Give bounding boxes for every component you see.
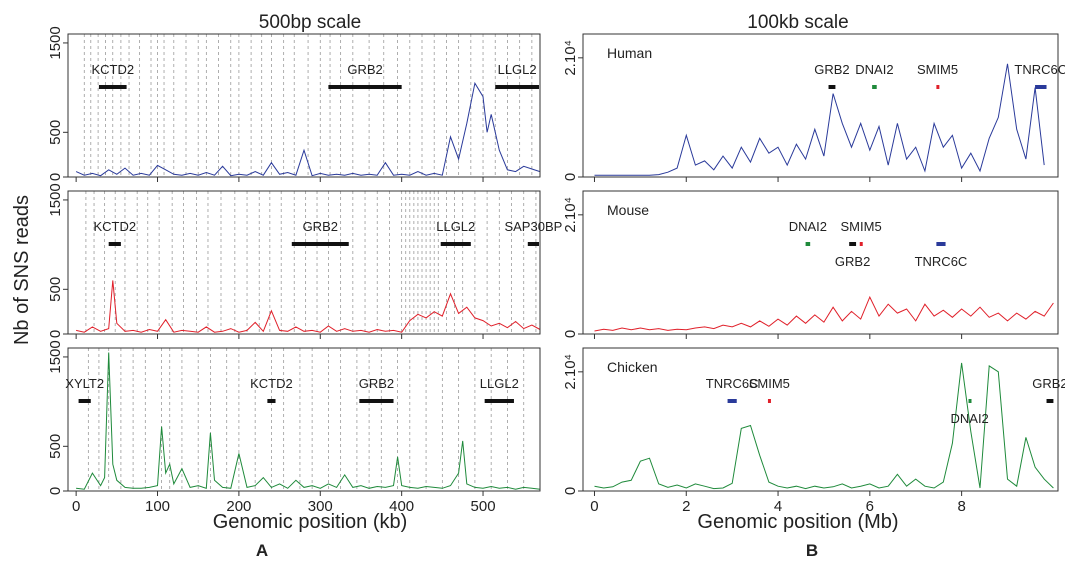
gene-label: DNAI2 xyxy=(789,219,827,234)
y-tick-label: 0 xyxy=(47,330,64,338)
gene-label: KCTD2 xyxy=(93,219,136,234)
gene-label: GRB2 xyxy=(359,376,394,391)
gene-label: LLGL2 xyxy=(498,62,537,77)
gene-label: SMIM5 xyxy=(841,219,882,234)
species-label: Chicken xyxy=(607,359,658,375)
series-line xyxy=(75,81,541,177)
x-tick-label: 0 xyxy=(590,498,598,515)
y-tick-label: 0 xyxy=(47,487,64,495)
plot-frame xyxy=(582,33,1059,178)
x-tick-label: 4 xyxy=(774,498,782,515)
species-label: Human xyxy=(607,45,652,61)
y-tick-label: 1500 xyxy=(47,26,64,59)
x-tick-label: 200 xyxy=(226,498,251,515)
gene-label: LLGL2 xyxy=(436,219,475,234)
gene-label: DNAI2 xyxy=(951,411,989,426)
x-tick-label: 500 xyxy=(471,498,496,515)
gene-label: XYLT2 xyxy=(65,376,104,391)
x-tick-label: 100 xyxy=(145,498,170,515)
x-tick-label: 6 xyxy=(866,498,874,515)
gene-label: GRB2 xyxy=(814,62,849,77)
gene-label: TNRC6C xyxy=(1014,62,1065,77)
species-label: Mouse xyxy=(607,202,649,218)
plot-frame xyxy=(67,33,541,178)
y-tick-label: 0 xyxy=(562,330,579,338)
column-title-right: 100kb scale xyxy=(747,12,848,33)
panel-0: 0 500 1500 KCTD2 GRB2 LLGL2 xyxy=(47,26,541,182)
panel-letter-a: A xyxy=(256,541,268,560)
gene-label: SAP30BP xyxy=(504,219,562,234)
y-tick-label: 1500 xyxy=(47,183,64,216)
series-line xyxy=(594,295,1054,332)
y-tick-label: 2.10⁴ xyxy=(562,354,579,390)
y-tick-label: 1500 xyxy=(47,340,64,373)
y-tick-label: 0 xyxy=(47,173,64,181)
y-tick-label: 500 xyxy=(47,120,64,145)
panel-2: 0 500 1500 0 100 200 300 400 500 XYLT2 KCTD2 GRB2 LL… xyxy=(47,340,541,515)
series-line xyxy=(594,362,1054,490)
plot-frame xyxy=(582,190,1059,335)
plot-frame xyxy=(582,347,1059,492)
x-tick-label: 400 xyxy=(389,498,414,515)
y-tick-label: 500 xyxy=(47,277,64,302)
gene-label: GRB2 xyxy=(303,219,338,234)
series-line xyxy=(594,63,1045,176)
gene-label: GRB2 xyxy=(835,254,870,269)
x-axis-title-right: Genomic position (Mb) xyxy=(697,511,898,533)
x-tick-label: 0 xyxy=(72,498,80,515)
gene-label: LLGL2 xyxy=(480,376,519,391)
panel-1: 0 500 1500 KCTD2 GRB2 LLGL2 SAP30BP xyxy=(47,183,562,339)
gene-label: SMIM5 xyxy=(749,376,790,391)
x-tick-label: 8 xyxy=(957,498,965,515)
gene-label: TNRC6C xyxy=(706,376,759,391)
gene-label: GRB2 xyxy=(1032,376,1065,391)
plot-frame xyxy=(67,347,541,492)
x-axis-title-left: Genomic position (kb) xyxy=(213,511,408,533)
gene-label: KCTD2 xyxy=(250,376,293,391)
gene-label: SMIM5 xyxy=(917,62,958,77)
panel-3: 0 2.10⁴ Human GRB2 DNAI2 SMIM5 TNRC6C xyxy=(562,33,1065,182)
y-axis-title: Nb of SNS reads xyxy=(11,195,33,345)
gene-label: DNAI2 xyxy=(855,62,893,77)
gene-label: TNRC6C xyxy=(915,254,968,269)
y-tick-label: 0 xyxy=(562,487,579,495)
x-tick-label: 2 xyxy=(682,498,690,515)
plot-frame xyxy=(67,190,541,335)
series-line xyxy=(76,352,541,490)
panel-4: 0 2.10⁴ Mouse DNAI2 GRB2 SMIM5 TNRC6C xyxy=(562,190,1059,339)
x-tick-label: 300 xyxy=(308,498,333,515)
series-line xyxy=(75,280,541,333)
y-tick-label: 0 xyxy=(562,173,579,181)
y-tick-label: 500 xyxy=(47,434,64,459)
gene-label: GRB2 xyxy=(347,62,382,77)
gene-label: KCTD2 xyxy=(91,62,134,77)
y-tick-label: 2.10⁴ xyxy=(562,40,579,76)
column-title-left: 500bp scale xyxy=(259,12,361,33)
y-tick-label: 2.10⁴ xyxy=(562,197,579,233)
panel-letter-b: B xyxy=(806,541,818,560)
